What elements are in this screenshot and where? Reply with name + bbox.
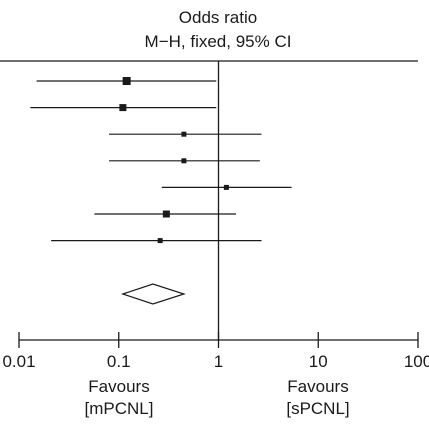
study-point <box>181 158 187 164</box>
favours-right-line2: [sPCNL] <box>286 399 349 418</box>
study-point <box>157 238 163 244</box>
pooled-diamond <box>120 283 186 305</box>
x-tick-label: 0.1 <box>107 352 131 371</box>
x-tick-label: 0.01 <box>2 352 35 371</box>
study-point <box>223 184 229 190</box>
chart-title: Odds ratio <box>179 8 257 27</box>
favours-left-line1: Favours <box>88 377 149 396</box>
x-tick-label: 10 <box>309 352 328 371</box>
study-point <box>162 210 170 218</box>
x-tick-label: 1 <box>214 352 223 371</box>
study-point <box>119 104 127 112</box>
x-axis: 0.01 0.1 1 10 100 <box>2 332 429 371</box>
chart-subtitle: M−H, fixed, 95% CI <box>145 32 292 51</box>
x-tick-label: 100 <box>404 352 429 371</box>
study-rows <box>30 61 292 340</box>
study-point <box>181 131 187 137</box>
study-point <box>122 77 131 85</box>
favours-right-line1: Favours <box>287 377 348 396</box>
favours-left-line2: [mPCNL] <box>85 399 154 418</box>
